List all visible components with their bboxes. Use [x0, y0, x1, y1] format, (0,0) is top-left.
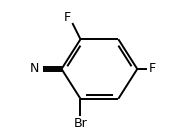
Text: F: F: [63, 11, 70, 24]
Text: Br: Br: [74, 117, 87, 130]
Text: F: F: [149, 63, 156, 75]
Text: N: N: [30, 63, 39, 75]
